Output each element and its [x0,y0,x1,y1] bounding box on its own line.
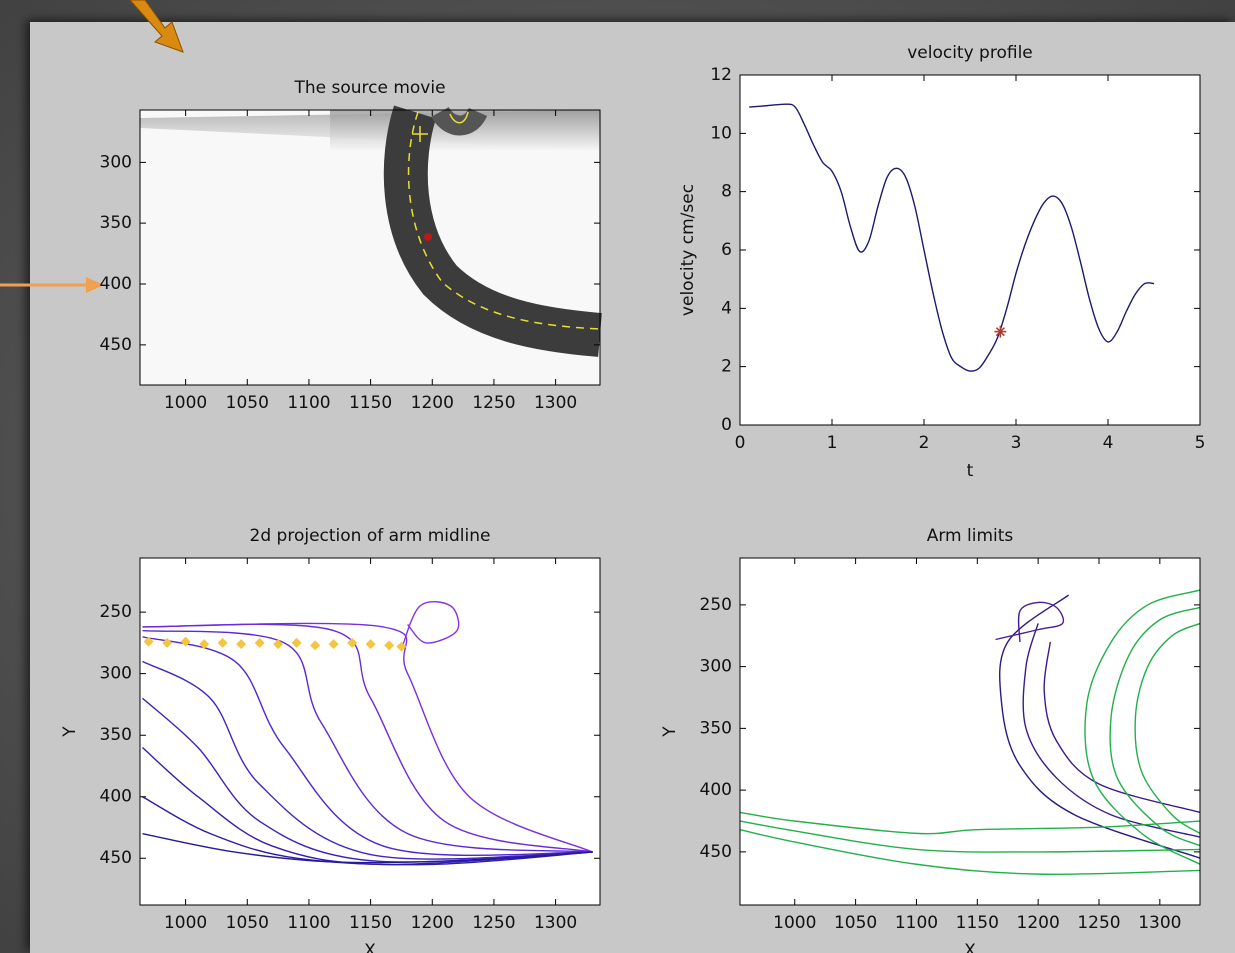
y-tick-label: 250 [100,602,132,622]
axes-title: The source movie [293,78,445,98]
axes-title: 2d projection of arm midline [250,526,491,546]
x-tick-label: 1250 [1077,913,1120,933]
x-tick-label: 4 [1103,433,1114,453]
y-axis-label: Y [660,726,680,738]
x-tick-label: 1100 [895,913,938,933]
x-tick-label: 1000 [773,913,816,933]
y-tick-label: 350 [100,213,132,233]
y-axis-label: Y [60,726,80,738]
y-tick-label: 450 [100,335,132,355]
x-tick-label: 1150 [349,913,392,933]
y-tick-label: 2 [721,357,732,377]
x-tick-label: 1000 [164,393,207,413]
x-tick-label: 2 [919,433,930,453]
y-axis-label: velocity cm/sec [678,184,698,316]
axes-title: Arm limits [927,526,1014,546]
y-tick-label: 0 [721,415,732,435]
y-tick-label: 300 [100,152,132,172]
page: {"chart_data": [ {"type": "image", "titl… [0,0,1235,953]
x-tick-label: 1100 [287,393,330,413]
y-tick-label: 350 [700,718,732,738]
plot-area [140,558,600,905]
x-tick-label: 1250 [472,913,515,933]
y-tick-label: 12 [710,65,732,85]
x-tick-label: 1300 [534,393,577,413]
x-tick-label: 5 [1195,433,1206,453]
x-tick-label: 1000 [164,913,207,933]
x-tick-label: 1050 [226,913,269,933]
x-tick-label: 1200 [411,913,454,933]
plot-area [740,558,1200,905]
x-axis-label: X [364,941,376,953]
y-tick-label: 300 [100,664,132,684]
x-axis-label: t [967,461,974,481]
x-tick-label: 1050 [226,393,269,413]
y-tick-label: 250 [700,595,732,615]
x-tick-label: 1300 [1138,913,1181,933]
x-tick-label: 1150 [956,913,999,933]
x-tick-label: 1150 [349,393,392,413]
x-tick-label: 3 [1011,433,1022,453]
x-tick-label: 1250 [472,393,515,413]
axes-title: velocity profile [907,43,1033,63]
x-axis-label: X [964,941,976,953]
y-tick-label: 400 [100,787,132,807]
y-tick-label: 450 [700,842,732,862]
x-tick-label: 0 [735,433,746,453]
x-tick-label: 1 [827,433,838,453]
x-tick-label: 1200 [1017,913,1060,933]
y-tick-label: 400 [700,780,732,800]
x-tick-label: 1200 [411,393,454,413]
figure: 1000105011001150120012501300300350400450… [0,0,1235,953]
x-tick-label: 1050 [834,913,877,933]
y-tick-label: 8 [721,182,732,202]
y-tick-label: 400 [100,274,132,294]
y-tick-label: 450 [100,848,132,868]
y-tick-label: 4 [721,298,732,318]
plot-area [740,75,1200,425]
x-tick-label: 1300 [534,913,577,933]
y-tick-label: 10 [710,123,732,143]
y-tick-label: 300 [700,657,732,677]
y-tick-label: 6 [721,240,732,260]
x-tick-label: 1100 [287,913,330,933]
movie-frame [140,110,600,385]
y-tick-label: 350 [100,725,132,745]
